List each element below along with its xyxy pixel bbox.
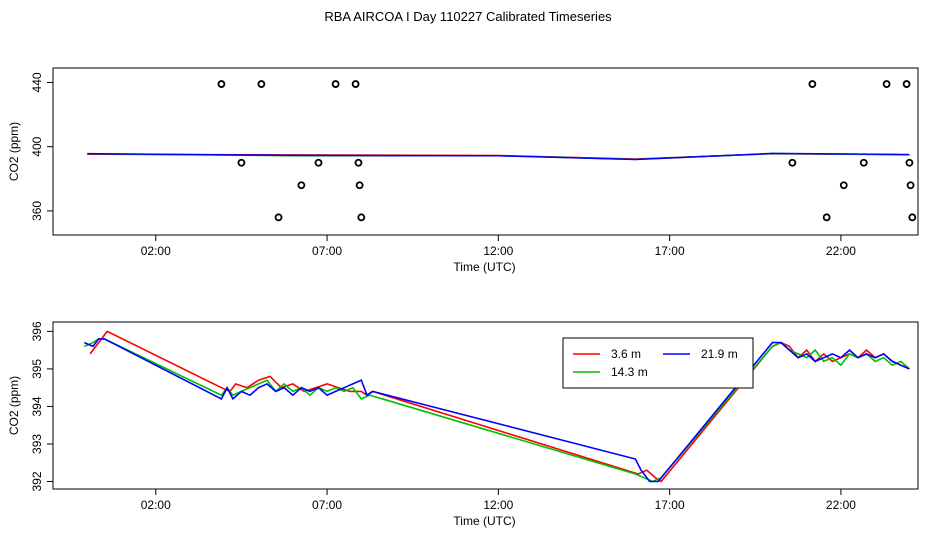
data-point [905,158,914,167]
top-panel: 02:00 07:00 12:00 17:00 22:00 Time (UTC) 360 40… [7,67,919,274]
data-point [354,158,363,167]
legend-box [562,337,754,389]
plot-area [87,80,917,222]
data-point [257,80,266,88]
x-tick-label: 07:00 [312,498,342,512]
x-axis-label: Time (UTC) [453,514,515,528]
x-axis-label: Time (UTC) [453,260,515,274]
y-tick-label: 395 [30,359,44,379]
x-tick-label: 22:00 [826,244,856,258]
y-tick-label: 392 [30,471,44,491]
data-point [808,80,817,88]
data-point [357,213,366,222]
y-tick-label: 396 [30,321,44,341]
y-axis-label: CO2 (ppm) [7,122,21,181]
x-tick-label: 17:00 [655,498,685,512]
series-line [89,330,910,483]
y-tick-label: 394 [30,396,44,416]
data-point [902,80,911,88]
data-point [217,80,226,88]
legend: 3.6 m 21.9 m 14.3 m [562,337,754,389]
data-point [355,181,364,190]
data-point [331,80,340,88]
x-tick-label: 17:00 [655,244,685,258]
x-tick-label: 12:00 [483,498,513,512]
plot-frame [52,67,919,236]
legend-label: 21.9 m [701,347,738,361]
x-tick-label: 07:00 [312,244,342,258]
data-point [274,213,283,222]
x-tick-label: 22:00 [826,498,856,512]
data-point [906,181,915,190]
bottom-panel: 02:00 07:00 12:00 17:00 22:00 Time (UTC) 392 39… [7,321,919,528]
series-line [87,152,910,161]
data-point [908,213,917,222]
x-tick-label: 12:00 [483,244,513,258]
x-tick-label: 02:00 [141,498,171,512]
series-line [84,338,910,483]
plot-frame [52,321,919,490]
y-tick-label: 360 [30,201,44,221]
data-point [839,181,848,190]
legend-label: 3.6 m [611,347,641,361]
series-line [84,338,910,483]
chart-title: RBA AIRCOA I Day 110227 Calibrated Times… [324,9,612,24]
y-tick-label: 400 [30,136,44,156]
legend-label: 14.3 m [611,365,648,379]
y-tick-label: 393 [30,434,44,454]
y-axis-label: CO2 (ppm) [7,376,21,435]
data-point [822,213,831,222]
data-point [788,158,797,167]
data-point [297,181,306,190]
x-tick-label: 02:00 [141,244,171,258]
data-point [882,80,891,88]
data-point [237,158,246,167]
data-point [351,80,360,88]
plot-area [84,330,910,483]
y-tick-label: 440 [30,72,44,92]
data-point [314,158,323,167]
data-point [859,158,868,167]
